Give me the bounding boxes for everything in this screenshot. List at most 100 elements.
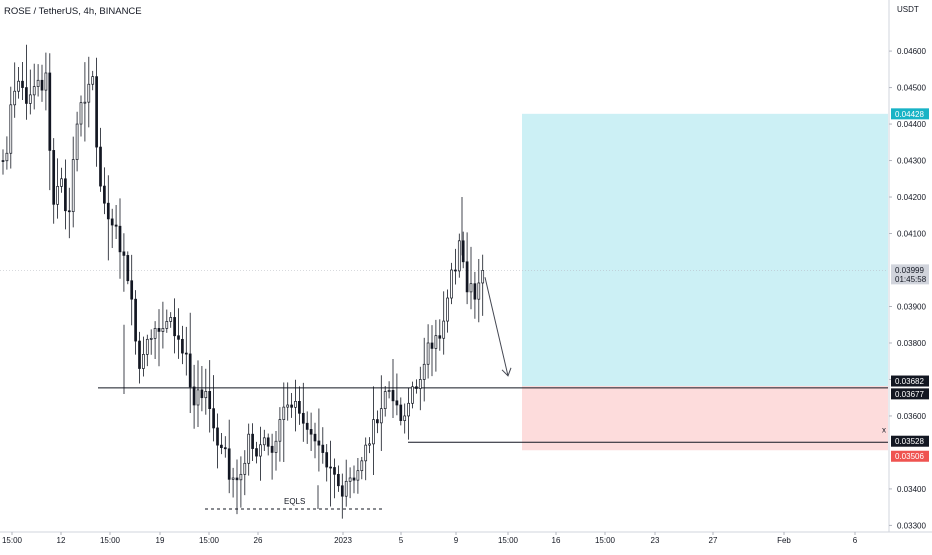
candle-body xyxy=(165,321,169,329)
target-zone xyxy=(522,113,888,387)
candle-body xyxy=(477,282,481,300)
candle-body xyxy=(60,178,63,187)
candle-body xyxy=(122,251,126,256)
candle-body xyxy=(142,354,145,369)
time-axis: 15:00 12 15:00 19 15:00 26 2023 5 9 15:00 16 15:00 2… xyxy=(0,531,932,545)
candle-body xyxy=(376,419,379,424)
candle-body xyxy=(251,433,254,449)
y-tick-label: 0.04100 xyxy=(897,230,926,239)
candle-body xyxy=(177,335,180,340)
y-tick-label: 0.03600 xyxy=(897,412,926,421)
price-badge-dark xyxy=(891,435,929,447)
candle-body xyxy=(278,419,282,442)
candle-body xyxy=(5,152,9,162)
price-badge-label: 0.03506 xyxy=(895,452,924,461)
currency-label: USDT xyxy=(897,5,919,14)
candle-body xyxy=(67,210,71,213)
candle-body xyxy=(270,445,274,453)
candle-body xyxy=(461,240,465,263)
candle-body xyxy=(481,270,485,284)
y-tick-label: 0.03800 xyxy=(897,339,926,348)
x-tick-label: 15:00 xyxy=(100,536,121,545)
candle-body xyxy=(298,401,301,414)
candle-body xyxy=(325,452,329,468)
position-zones xyxy=(522,113,888,451)
candle-body xyxy=(118,225,122,253)
y-tick-label: 0.03900 xyxy=(897,302,926,311)
candle-body xyxy=(212,408,215,429)
candle-body xyxy=(75,123,79,160)
candle-body xyxy=(313,433,317,442)
candle-body xyxy=(450,269,453,299)
candle-body xyxy=(309,429,313,435)
candle-body xyxy=(25,87,28,104)
candle-body xyxy=(430,342,434,349)
drawings: x xyxy=(484,277,886,434)
x-tick-label: 5 xyxy=(399,536,404,545)
candle-body xyxy=(79,102,83,125)
x-tick-label: 9 xyxy=(454,536,459,545)
candle-body xyxy=(235,477,239,481)
eqls-label: EQLS xyxy=(284,497,305,506)
candle-body xyxy=(106,202,110,220)
candle-body xyxy=(169,317,173,322)
candle-body xyxy=(28,94,32,104)
price-badge-label: 0.03682 xyxy=(895,377,924,386)
candle-body xyxy=(411,386,414,404)
candle-body xyxy=(305,422,309,430)
x-tick-label: 15:00 xyxy=(2,536,23,545)
candle-body xyxy=(395,400,399,406)
x-tick-label: 16 xyxy=(552,536,561,545)
candle-body xyxy=(442,320,446,339)
candle-body xyxy=(446,297,449,322)
candle-body xyxy=(1,160,5,162)
price-badge-label: 0.03999 xyxy=(895,266,924,275)
candle-body xyxy=(83,101,87,104)
candle-body xyxy=(286,404,290,408)
candle-body xyxy=(99,146,102,187)
candle-body xyxy=(95,76,98,148)
candle-body xyxy=(192,386,196,406)
price-badge-last xyxy=(891,264,929,285)
candle-body xyxy=(465,261,469,293)
candle-body xyxy=(415,386,418,389)
candle-body xyxy=(262,437,266,446)
x-tick-label: 26 xyxy=(254,536,263,545)
candle-body xyxy=(114,224,118,227)
candle-body xyxy=(473,283,477,300)
x-tick-label: 15:00 xyxy=(595,536,616,545)
candle-body xyxy=(181,338,184,354)
y-tick-label: 0.04300 xyxy=(897,157,926,166)
candle-body xyxy=(200,389,204,399)
candle-body xyxy=(457,240,461,272)
candle-body xyxy=(329,466,332,469)
price-badge-label: 0.04428 xyxy=(895,110,924,119)
candle-body xyxy=(13,90,17,106)
candle-body xyxy=(255,448,258,457)
candle-body xyxy=(36,79,40,87)
candle-body xyxy=(426,342,430,365)
candle-body xyxy=(337,473,340,487)
x-tick-label: 19 xyxy=(156,536,165,545)
candle-body xyxy=(407,402,410,417)
candle-body xyxy=(364,444,368,462)
y-tick-label: 0.03400 xyxy=(897,485,926,494)
countdown-label: 01:45:58 xyxy=(895,275,927,284)
x-tick-label: 2023 xyxy=(334,536,352,545)
candle-body xyxy=(173,317,176,337)
price-badge-target xyxy=(891,108,929,120)
candle-body xyxy=(438,335,442,339)
candle-body xyxy=(356,470,360,481)
candle-body xyxy=(301,412,305,424)
x-tick-label: 15:00 xyxy=(199,536,220,545)
candle-body xyxy=(469,283,473,293)
candle-body xyxy=(21,80,24,88)
candle-body xyxy=(153,328,157,339)
price-badge-dark xyxy=(891,388,929,400)
candle-body xyxy=(48,72,52,151)
candle-body xyxy=(274,440,278,453)
candle-body xyxy=(138,340,141,369)
y-tick-label: 0.04500 xyxy=(897,84,926,93)
